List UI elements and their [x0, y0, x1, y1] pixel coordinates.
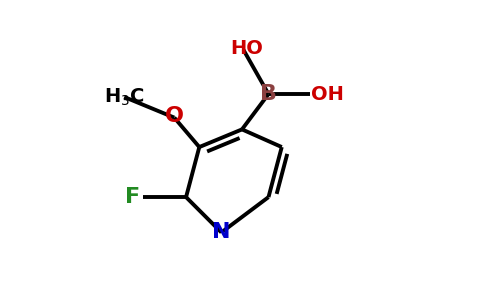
Text: HO: HO: [230, 39, 263, 58]
Text: N: N: [212, 222, 231, 242]
Text: F: F: [125, 187, 140, 207]
Text: B: B: [260, 84, 277, 104]
Text: O: O: [165, 106, 184, 126]
Text: H$_3$C: H$_3$C: [104, 86, 145, 108]
Text: OH: OH: [311, 85, 344, 104]
